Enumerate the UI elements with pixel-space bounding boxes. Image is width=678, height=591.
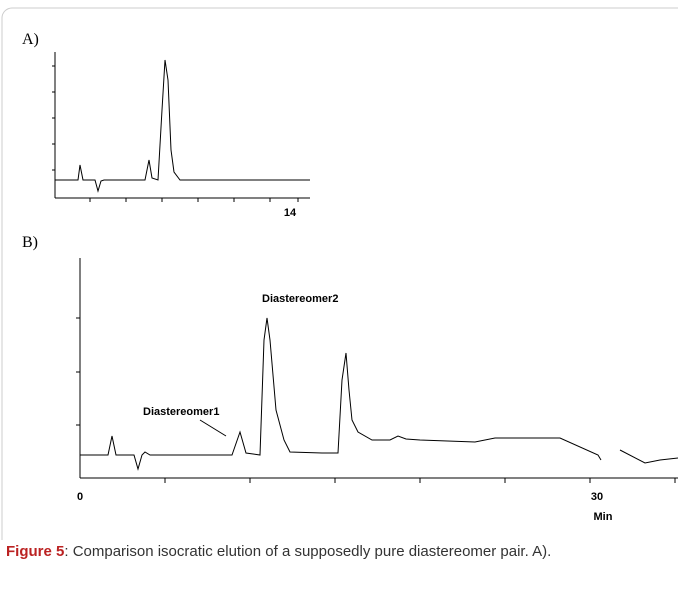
- trace-b: [80, 317, 678, 471]
- axes-a: [52, 52, 310, 202]
- frame: [1, 7, 678, 569]
- panel-label: B): [22, 234, 38, 251]
- x-tick-label: 30: [591, 491, 603, 503]
- x-axis-unit: Min: [594, 511, 613, 523]
- annotation: Diastereomer1: [143, 406, 219, 418]
- annotation: Diastereomer2: [262, 293, 338, 305]
- x-tick-label: 0: [77, 491, 83, 503]
- caption-label: Figure 5: [6, 543, 65, 560]
- panel-label: A): [22, 31, 39, 48]
- axes-b: [76, 258, 678, 483]
- figure: A) 14 B) Diastereomer2 Diastereomer1 0 3…: [1, 7, 678, 569]
- trace-a: [55, 59, 310, 193]
- caption-text: : Comparison isocratic elution of a supp…: [64, 543, 552, 560]
- caption: Figure 5: Comparison isocratic elution o…: [6, 542, 672, 561]
- x-tick-label: 14: [284, 207, 297, 219]
- annotation-leader: [199, 419, 227, 437]
